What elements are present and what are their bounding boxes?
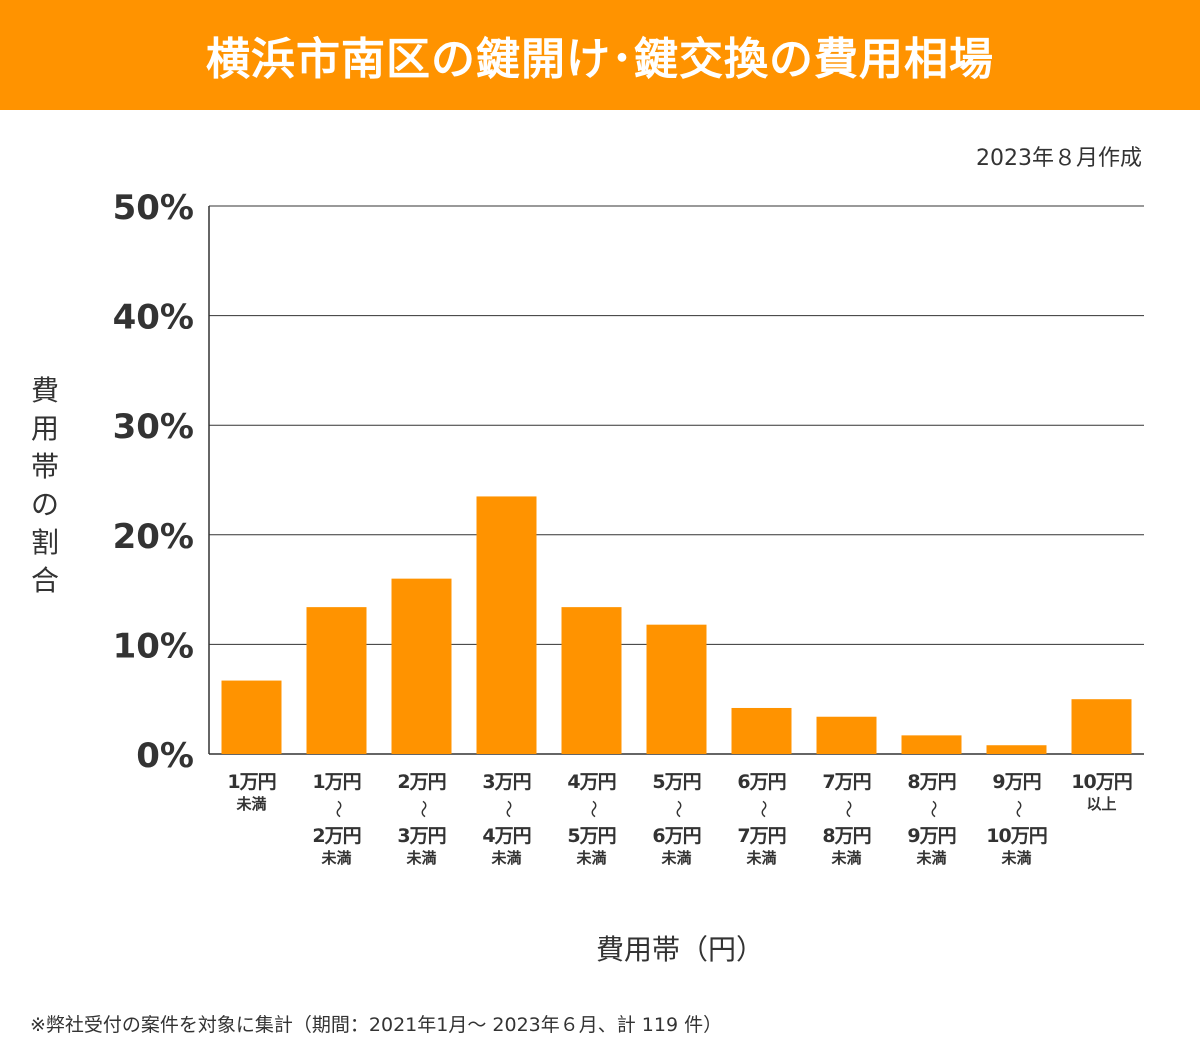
bar <box>221 680 282 754</box>
category-to: 4万円 <box>482 825 531 847</box>
y-axis-label: 費用帯の割合 <box>30 374 59 597</box>
bar <box>816 716 877 754</box>
bar <box>731 707 792 754</box>
bar <box>561 607 622 754</box>
y-tick-label: 10% <box>113 626 194 666</box>
created-date: 2023年８月作成 <box>976 146 1142 171</box>
range-mark: 〜 <box>751 800 773 818</box>
x-tick-label: 4万円〜 5万円未満 <box>550 768 634 866</box>
category-from: 7万円 <box>822 771 871 793</box>
bar <box>391 578 452 754</box>
bar <box>986 745 1047 754</box>
range-mark: 〜 <box>666 800 688 818</box>
x-tick-label: 1万円未満 <box>210 768 294 812</box>
category-from: 1万円 <box>227 771 276 793</box>
category-suffix: 未満 <box>321 849 352 867</box>
x-tick-label: 3万円〜 4万円未満 <box>465 768 549 866</box>
range-mark: 〜 <box>411 800 433 818</box>
y-tick-label: 20% <box>113 517 194 557</box>
x-axis-label: 費用帯（円） <box>595 933 764 966</box>
range-mark: 〜 <box>496 800 518 818</box>
category-from: 3万円 <box>482 771 531 793</box>
category-suffix: 未満 <box>236 795 267 813</box>
x-tick-label: 8万円〜 9万円未満 <box>890 768 974 866</box>
category-to: 2万円 <box>312 825 361 847</box>
category-from: 10万円 <box>1071 771 1132 793</box>
range-mark: 〜 <box>581 800 603 818</box>
category-suffix: 以上 <box>1086 795 1117 813</box>
x-tick-label: 7万円〜 8万円未満 <box>805 768 889 866</box>
y-tick-label: 40% <box>113 298 194 338</box>
x-tick-label: 1万円〜 2万円未満 <box>295 768 379 866</box>
category-to: 5万円 <box>567 825 616 847</box>
category-suffix: 未満 <box>1001 849 1032 867</box>
range-mark: 〜 <box>836 800 858 818</box>
category-suffix: 未満 <box>746 849 777 867</box>
y-tick-label: 0% <box>136 736 194 776</box>
category-to: 6万円 <box>652 825 701 847</box>
category-suffix: 未満 <box>916 849 947 867</box>
category-from: 8万円 <box>907 771 956 793</box>
y-tick-label: 50% <box>113 188 194 228</box>
category-to: 9万円 <box>907 825 956 847</box>
category-from: 1万円 <box>312 771 361 793</box>
x-tick-label: 2万円〜 3万円未満 <box>380 768 464 866</box>
category-suffix: 未満 <box>661 849 692 867</box>
category-suffix: 未満 <box>491 849 522 867</box>
bar <box>476 496 537 754</box>
category-from: 4万円 <box>567 771 616 793</box>
range-mark: 〜 <box>1006 800 1028 818</box>
x-tick-label: 9万円〜 10万円未満 <box>975 768 1059 866</box>
bar <box>901 735 962 754</box>
category-to: 3万円 <box>397 825 446 847</box>
bar <box>646 624 707 754</box>
y-tick-label: 30% <box>113 407 194 447</box>
category-from: 2万円 <box>397 771 446 793</box>
range-mark: 〜 <box>326 800 348 818</box>
title-banner: 横浜市南区の鍵開け･鍵交換の費用相場 <box>0 0 1200 110</box>
bar <box>1071 699 1132 754</box>
range-mark: 〜 <box>921 800 943 818</box>
chart-title: 横浜市南区の鍵開け･鍵交換の費用相場 <box>206 34 994 85</box>
x-tick-label: 6万円〜 7万円未満 <box>720 768 804 866</box>
bar <box>306 607 367 754</box>
category-from: 9万円 <box>992 771 1041 793</box>
category-suffix: 未満 <box>406 849 437 867</box>
x-tick-label: 10万円以上 <box>1060 768 1144 812</box>
category-to: 8万円 <box>822 825 871 847</box>
category-suffix: 未満 <box>576 849 607 867</box>
category-to: 7万円 <box>737 825 786 847</box>
category-from: 6万円 <box>737 771 786 793</box>
category-to: 10万円 <box>986 825 1047 847</box>
footnote: ※弊社受付の案件を対象に集計（期間：2021年1月～ 2023年６月、計 119… <box>30 1014 723 1036</box>
x-tick-label: 5万円〜 6万円未満 <box>635 768 719 866</box>
category-from: 5万円 <box>652 771 701 793</box>
category-suffix: 未満 <box>831 849 862 867</box>
